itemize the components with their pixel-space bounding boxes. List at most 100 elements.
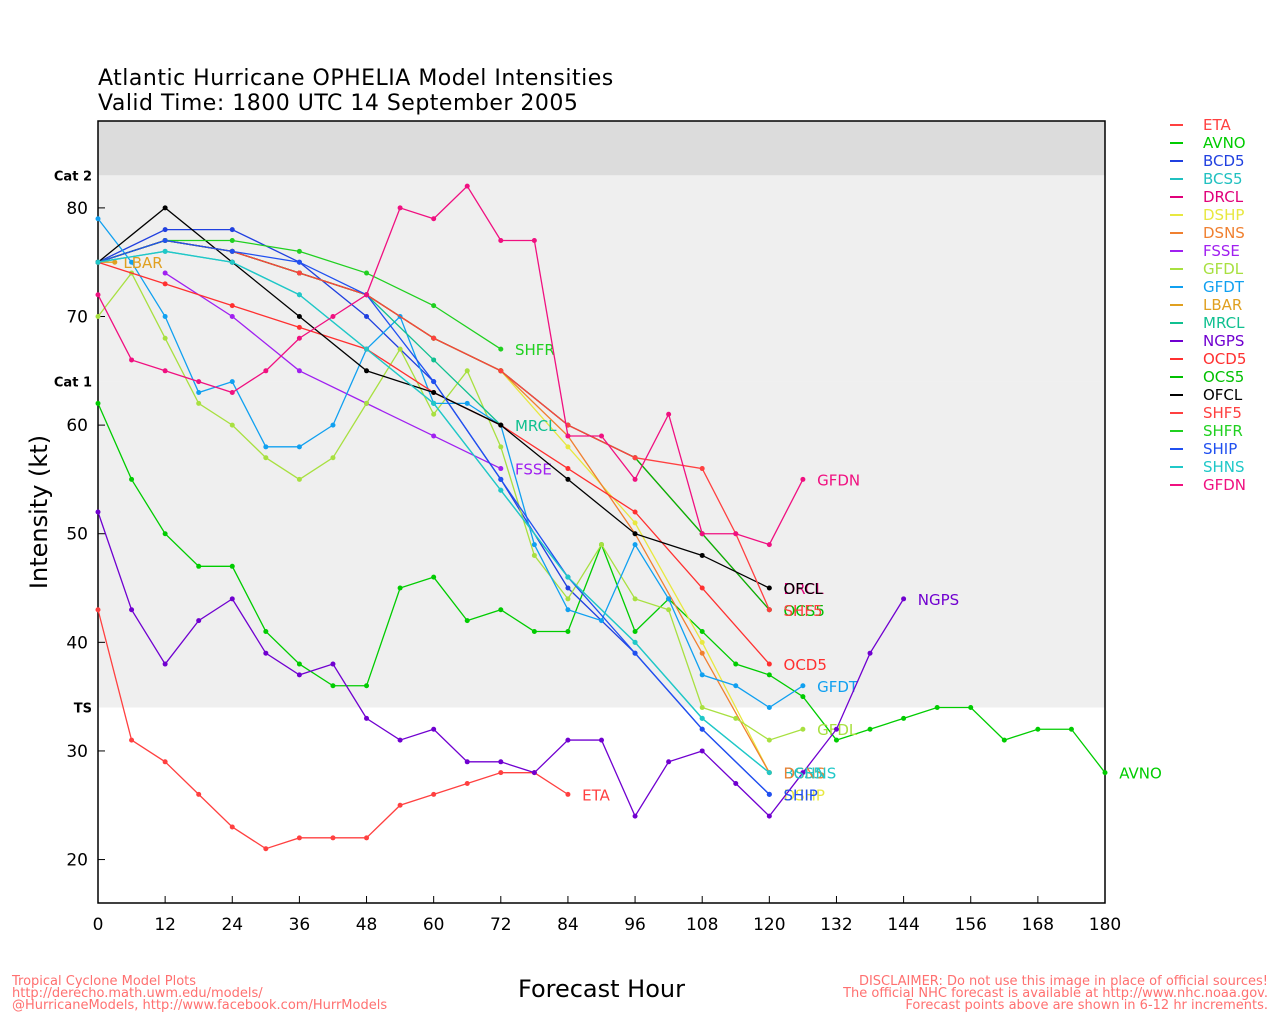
data-point-gfdn [599,433,604,439]
data-point-avno [1102,770,1108,776]
data-point-ship [498,476,504,482]
legend-swatch [1170,484,1183,486]
data-point-fsse [498,466,504,472]
legend-label: DSNS [1203,224,1245,242]
series-label-shfr: SHFR [515,341,555,359]
series-label-drcl: DRCL [784,580,825,598]
x-tick-label: 180 [1089,915,1121,935]
data-point-ofcl [431,390,437,396]
data-point-shf5 [699,466,705,472]
data-point-shns [162,248,168,254]
chart-title: Atlantic Hurricane OPHELIA Model Intensi… [98,66,614,91]
data-point-gfdn [95,292,101,298]
data-point-gfdl [431,411,437,417]
data-point-avno [1001,737,1007,743]
data-point-gfdl [464,368,470,374]
data-point-gfdt [464,400,470,406]
legend-item-dsns: DSNS [1170,224,1246,242]
legend-swatch [1170,232,1183,234]
data-point-shfr [364,270,370,276]
legend-label: BCD5 [1203,152,1245,170]
data-point-shf5 [431,335,437,341]
legend-swatch [1170,124,1183,126]
data-point-avno [632,628,638,634]
legend-label: SHF5 [1203,404,1242,422]
data-point-ofcl [565,476,571,482]
series-line-gfdn [97,185,804,546]
legend-label: BCS5 [1203,170,1243,188]
data-point-gfdn [162,368,168,374]
y-axis-label: Intensity (kt) [25,435,53,589]
data-point-shns [632,639,638,645]
data-point-avno [934,705,940,710]
data-point-gfdl [733,715,739,721]
data-point-eta [565,791,571,797]
legend-label: GFDL [1203,260,1244,278]
footer-credits: Tropical Cyclone Model Plots http://dere… [12,974,387,1012]
data-point-fsse [296,368,302,374]
footer-credit-line: http://derecho.math.uwm.edu/models/ [12,986,263,1001]
legend-item-avno: AVNO [1170,134,1246,152]
legend-label: GFDT [1203,278,1244,296]
data-point-avno [968,705,974,710]
legend-item-bcd5: BCD5 [1170,152,1246,170]
data-point-ngps [632,813,638,819]
data-point-gfdt [229,379,235,385]
series-label-gfdt: GFDT [817,678,859,696]
data-point-shns [766,770,772,776]
data-point-eta [196,791,202,797]
series-label-ofcl: OFCL [784,580,824,598]
footer-credit-line: Tropical Cyclone Model Plots [12,974,197,989]
data-point-gfdt [330,422,336,428]
data-point-gfdn [632,476,638,482]
band-label: Cat 1 [54,376,92,391]
data-point-gfdt [733,683,739,689]
data-point-avno [699,628,705,634]
y-tick-label: 30 [66,742,88,762]
data-point-gfdn [733,531,739,537]
y-tick-label: 20 [66,851,88,871]
data-point-avno [867,726,873,732]
data-point-eta [498,770,504,776]
data-point-ocd5 [766,661,772,667]
series-label-fsse: FSSE [515,461,552,479]
data-point-shfr [229,237,235,243]
legend-label: FSSE [1203,242,1240,260]
series-label-ship: SHIP [784,786,818,804]
data-point-gfdl [162,335,168,341]
legend-item-shns: SHNS [1170,458,1246,476]
data-point-ngps [296,672,302,678]
data-point-ngps [666,759,672,765]
data-point-gfdl [330,455,336,461]
intensity-band [98,121,1105,176]
data-point-shfr [498,346,504,352]
legend-label: AVNO [1203,134,1246,152]
data-point-fsse [229,314,235,319]
legend-label: SHNS [1203,458,1245,476]
x-tick-label: 12 [154,915,176,935]
data-point-avno [1068,726,1074,732]
series-label-eta: ETA [582,786,610,804]
data-point-gfdl [229,422,235,428]
legend-swatch [1170,430,1183,432]
data-point-gfdn [330,314,336,319]
data-point-gfdl [699,705,705,710]
data-point-eta [95,607,101,613]
legend-swatch [1170,142,1183,144]
legend-swatch [1170,214,1183,216]
data-point-gfdl [95,314,101,319]
data-point-gfdt [666,596,672,602]
legend-item-dshp: DSHP [1170,206,1246,224]
data-point-shns [229,259,235,265]
data-point-ngps [129,607,135,613]
data-point-eta [263,846,269,852]
data-point-ship [699,726,705,732]
data-point-fsse [431,433,437,439]
data-point-bcd5 [229,227,235,233]
data-point-dshp [699,639,705,645]
legend-item-gfdt: GFDT [1170,278,1246,296]
data-point-avno [162,531,168,537]
data-point-gfdn [565,433,571,439]
data-point-ofcl [364,368,370,374]
